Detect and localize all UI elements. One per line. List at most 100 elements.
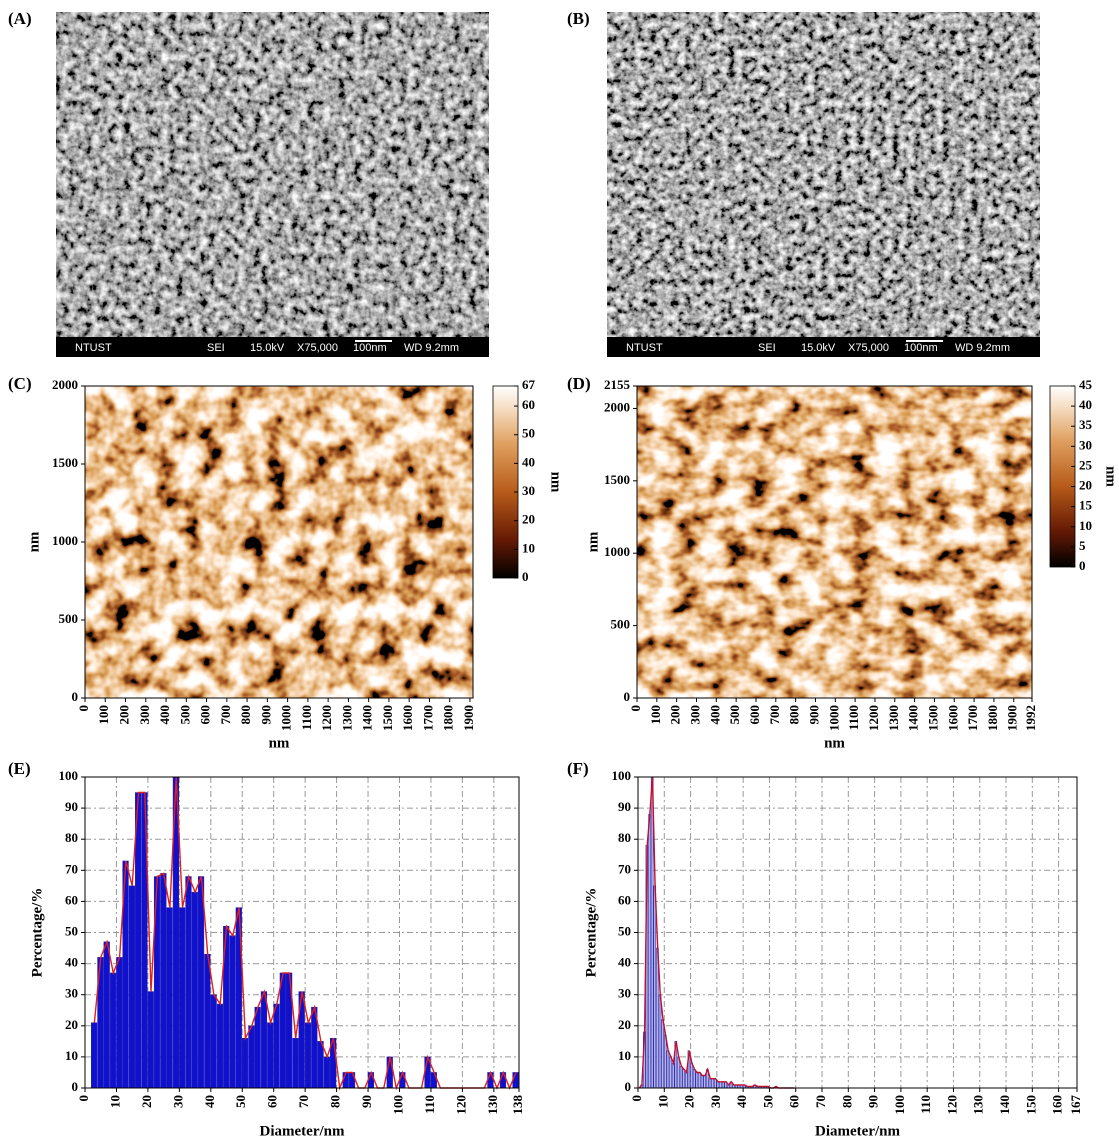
- x-tick-label: 60: [265, 1095, 280, 1108]
- panel-label: (D): [567, 374, 591, 393]
- colorbar: [1049, 385, 1076, 568]
- sem-info: SEI: [207, 342, 225, 354]
- bar: [685, 1072, 688, 1089]
- x-tick-label: 110: [918, 1095, 933, 1114]
- x-tick-label: 1400: [906, 705, 921, 731]
- x-tick-label: 90: [359, 1095, 374, 1108]
- x-tick-label: 120: [944, 1095, 959, 1115]
- x-tick-label: 1100: [846, 705, 861, 730]
- bar: [664, 1034, 667, 1089]
- x-tick-label: 70: [813, 1095, 828, 1108]
- x-tick-label: 1100: [299, 705, 314, 730]
- x-tick-label: 400: [707, 705, 722, 725]
- panel-label: (F): [567, 759, 589, 778]
- colorbar-tick-label: 35: [1079, 417, 1093, 432]
- x-tick-label: 500: [177, 705, 192, 725]
- x-tick-label: 1700: [965, 705, 980, 731]
- bar: [650, 776, 654, 1089]
- y-tick-label: 30: [65, 986, 78, 1001]
- colorbar-tick-label: 0: [1079, 558, 1086, 573]
- x-tick-label: 600: [198, 705, 213, 725]
- sem-info: SEI: [758, 342, 776, 354]
- afm-image: [637, 386, 1032, 698]
- x-tick-label: 900: [258, 705, 273, 725]
- bar: [695, 1072, 699, 1089]
- y-axis-title: Percentage/%: [29, 888, 45, 978]
- x-tick-label: 100: [648, 705, 663, 725]
- bar: [91, 1022, 98, 1089]
- colorbar-tick-label: 30: [1079, 437, 1092, 452]
- bar: [254, 1006, 261, 1089]
- bar: [128, 885, 135, 1089]
- y-tick-label: 60: [618, 892, 631, 907]
- x-axis-title: Diameter/nm: [815, 1123, 900, 1139]
- y-tick-label: 40: [618, 955, 631, 970]
- y-axis-title: nm: [585, 531, 601, 552]
- bar: [210, 994, 217, 1089]
- bar: [241, 1037, 249, 1089]
- bar: [103, 941, 110, 1089]
- colorbar-tick-label: 20: [1079, 478, 1092, 493]
- colorbar: [492, 385, 519, 579]
- x-tick-label: 40: [734, 1095, 749, 1108]
- bar: [317, 1041, 324, 1089]
- bar: [191, 891, 198, 1089]
- bar: [703, 1075, 706, 1089]
- x-tick-label: 1500: [925, 705, 940, 731]
- colorbar-tick-label: 60: [522, 397, 535, 412]
- x-tick-label: 70: [296, 1095, 311, 1108]
- x-tick-label: 60: [787, 1095, 802, 1108]
- bar: [279, 972, 286, 1089]
- bar: [166, 907, 173, 1089]
- x-tick-label: 167: [1068, 1095, 1083, 1115]
- sem-info: WD 9.2mm: [404, 342, 459, 354]
- x-tick-label: 80: [328, 1095, 343, 1108]
- x-tick-label: 400: [157, 705, 172, 725]
- y-tick-label: 80: [65, 830, 78, 845]
- x-tick-label: 50: [233, 1095, 248, 1108]
- y-axis-title: nm: [26, 531, 42, 552]
- bar: [267, 1022, 274, 1089]
- colorbar-tick-label: 10: [522, 540, 535, 555]
- x-tick-label: 700: [767, 705, 782, 725]
- sem-info: X75,000: [848, 342, 889, 354]
- y-axis-title: Percentage/%: [583, 888, 599, 978]
- x-tick-label: 200: [668, 705, 683, 725]
- y-tick-label: 0: [624, 689, 631, 704]
- bar: [690, 1062, 693, 1089]
- sem-image: [56, 12, 489, 337]
- y-tick-label: 70: [618, 861, 631, 876]
- colorbar-tick-label: 5: [1079, 538, 1086, 553]
- colorbar-tick-label: 25: [1079, 457, 1093, 472]
- colorbar-tick-label: 20: [522, 512, 535, 527]
- y-tick-label: 2000: [52, 377, 78, 392]
- x-tick-label: 120: [453, 1095, 468, 1115]
- y-tick-label: 0: [72, 689, 79, 704]
- y-tick-label: 50: [618, 923, 631, 938]
- colorbar-tick-label: 30: [522, 483, 535, 498]
- x-tick-label: 160: [1050, 1095, 1065, 1115]
- colorbar-tick-label: 0: [522, 569, 529, 584]
- x-tick-label: 150: [1023, 1095, 1038, 1115]
- x-tick-label: 20: [682, 1095, 697, 1108]
- colorbar-tick-label: 15: [1079, 498, 1093, 513]
- x-axis-title: nm: [824, 735, 845, 751]
- x-axis-title: nm: [269, 735, 290, 751]
- x-tick-label: 20: [139, 1095, 154, 1108]
- x-axis-title: Diameter/nm: [260, 1123, 345, 1139]
- y-tick-label: 10: [65, 1048, 78, 1063]
- x-tick-label: 1300: [339, 705, 354, 731]
- x-tick-label: 30: [170, 1095, 185, 1108]
- y-tick-label: 70: [65, 861, 78, 876]
- colorbar-tick-label: 45: [1079, 377, 1093, 392]
- x-tick-label: 100: [96, 705, 111, 725]
- y-tick-label: 1500: [604, 472, 630, 487]
- bar: [348, 1072, 356, 1089]
- x-tick-label: 1900: [461, 705, 476, 731]
- bar: [260, 991, 268, 1089]
- y-tick-label: 20: [65, 1017, 78, 1032]
- y-tick-label: 2000: [604, 399, 630, 414]
- y-tick-label: 40: [65, 955, 78, 970]
